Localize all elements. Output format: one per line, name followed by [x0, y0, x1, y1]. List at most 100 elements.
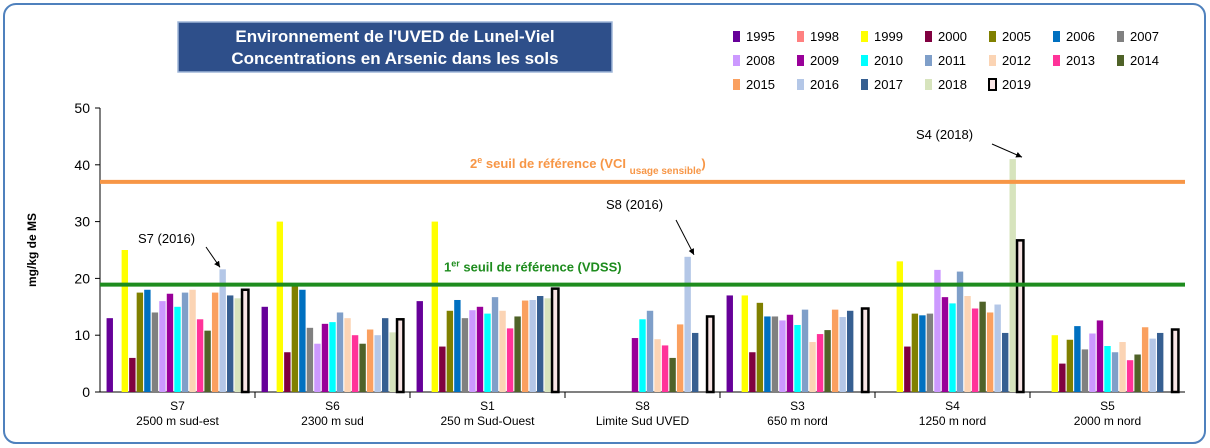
y-tick-label: 0 [82, 384, 90, 400]
bar [749, 352, 756, 392]
bar [306, 327, 314, 392]
legend-swatch [1117, 31, 1124, 42]
bar [144, 289, 151, 392]
bar [964, 296, 971, 392]
bar [166, 293, 174, 392]
bar [291, 284, 299, 392]
legend-label: 2017 [874, 77, 903, 92]
legend-swatch [989, 31, 996, 42]
reference-label-part: 2 [470, 156, 477, 171]
bar [896, 261, 904, 392]
bar [654, 339, 661, 392]
legend-label: 2010 [874, 53, 903, 68]
x-tick-label: S6 [325, 399, 340, 413]
y-tick-label: 20 [74, 270, 90, 286]
reference-label-part: e [477, 155, 482, 165]
bar [240, 288, 250, 394]
bar [1089, 333, 1096, 392]
bar [1051, 335, 1059, 392]
bar [956, 271, 964, 392]
bar [469, 310, 476, 392]
bar [934, 269, 941, 392]
bar [786, 314, 794, 392]
x-tick-label: 2300 m sud [301, 414, 364, 428]
chart-title: Concentrations en Arsenic dans les sols [231, 49, 558, 68]
legend-label: 2018 [938, 77, 967, 92]
bar [1074, 326, 1081, 392]
bar [1170, 328, 1180, 394]
bar [1111, 352, 1119, 392]
bar [544, 298, 551, 392]
bar [484, 313, 491, 392]
bar [491, 297, 499, 392]
bar [351, 335, 359, 392]
bar [174, 306, 181, 392]
legend-swatch [988, 78, 997, 91]
annotation: S8 (2016) [606, 197, 663, 212]
bar [196, 319, 204, 392]
chart-title: Environnement de l'UVED de Lunel-Viel [235, 27, 554, 46]
bar [389, 332, 396, 392]
bar [926, 313, 934, 392]
bar [860, 307, 870, 394]
bar [831, 309, 839, 392]
bar [336, 312, 344, 392]
legend-swatch [797, 79, 804, 90]
bar [381, 318, 389, 392]
bar [949, 303, 956, 392]
bar [439, 346, 446, 392]
bar [226, 295, 234, 392]
bar [1134, 354, 1141, 392]
legend-swatch [925, 55, 932, 66]
bar [529, 299, 536, 392]
legend-label: 2009 [810, 53, 839, 68]
legend-label: 2014 [1130, 53, 1159, 68]
legend-label: 1995 [746, 29, 775, 44]
legend-label: 1998 [810, 29, 839, 44]
bar [756, 302, 764, 392]
bar [211, 292, 219, 392]
bar [986, 312, 994, 392]
bar [911, 313, 919, 392]
legend-label: 2013 [1066, 53, 1095, 68]
bar [669, 357, 676, 392]
bar [106, 318, 113, 392]
bar [181, 292, 189, 392]
legend-label: 2008 [746, 53, 775, 68]
bar [1149, 338, 1156, 392]
x-tick-label: S4 [945, 399, 960, 413]
legend-swatch [733, 31, 740, 42]
legend-label: 2016 [810, 77, 839, 92]
x-tick-label: 2500 m sud-est [136, 414, 219, 428]
bar [219, 269, 226, 392]
bar [824, 330, 831, 392]
bar [344, 318, 351, 392]
title-box [177, 21, 613, 73]
bar [321, 323, 329, 392]
bar [461, 318, 469, 392]
bar [941, 297, 949, 392]
legend-label: 2012 [1002, 53, 1031, 68]
bar [646, 310, 654, 392]
bar [476, 306, 484, 392]
bar [809, 342, 816, 392]
bar [204, 330, 211, 392]
bar [1015, 239, 1025, 394]
bar [676, 324, 684, 392]
bar [329, 322, 336, 392]
y-tick-label: 10 [74, 327, 90, 343]
bar [764, 316, 771, 392]
bar [794, 324, 801, 392]
legend-swatch [861, 79, 868, 90]
bar [151, 312, 159, 392]
bar [994, 304, 1001, 392]
x-tick-label: 650 m nord [767, 414, 828, 428]
bar [159, 301, 166, 392]
legend-swatch [1053, 55, 1060, 66]
reference-label: 2e seuil de référence (VCI usage sensibl… [470, 155, 706, 177]
legend-swatch [1053, 31, 1060, 42]
legend-label: 2011 [938, 53, 966, 68]
reference-label-part: usage sensible [630, 165, 702, 176]
reference-label-part: seuil de référence (VCI [482, 156, 629, 171]
reference-label: 1er seuil de référence (VDSS) [444, 259, 622, 275]
